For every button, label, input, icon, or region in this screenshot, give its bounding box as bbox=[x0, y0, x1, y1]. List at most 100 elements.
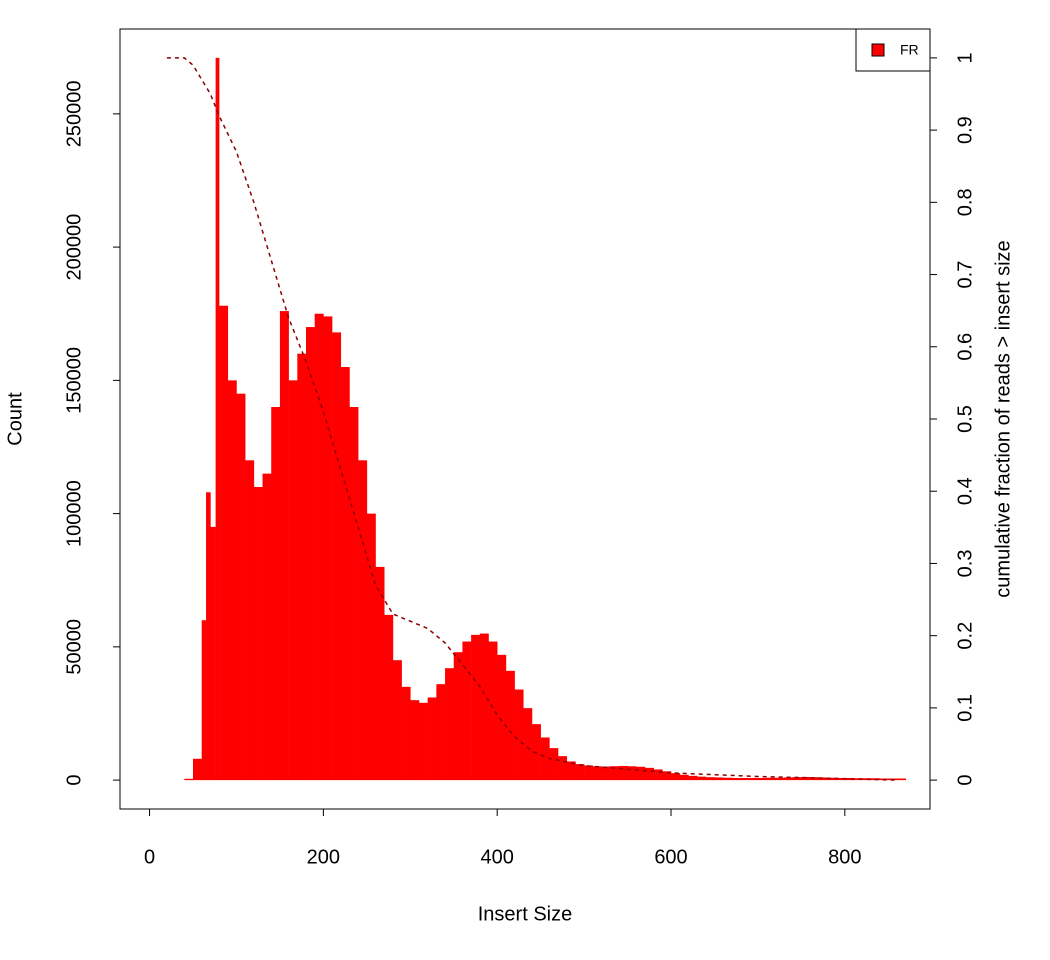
bar bbox=[349, 407, 359, 781]
legend-swatch bbox=[871, 43, 885, 57]
bar bbox=[497, 654, 507, 781]
bar bbox=[618, 765, 628, 781]
y-tick-label: 150000 bbox=[63, 347, 85, 414]
bar bbox=[697, 776, 707, 781]
bar bbox=[462, 641, 472, 781]
bar bbox=[366, 513, 376, 781]
bar bbox=[723, 777, 733, 781]
bar bbox=[757, 777, 767, 781]
bar bbox=[705, 777, 715, 781]
bar bbox=[288, 380, 298, 781]
bar bbox=[279, 311, 289, 781]
y-tick-label: 0 bbox=[63, 775, 85, 786]
bar bbox=[436, 684, 446, 781]
bar bbox=[384, 614, 394, 781]
x-tick-label: 0 bbox=[144, 846, 155, 868]
y2-tick-label: 1 bbox=[954, 52, 976, 63]
bar bbox=[653, 769, 663, 781]
bar bbox=[410, 700, 420, 781]
bar bbox=[671, 773, 680, 781]
bar bbox=[531, 724, 541, 781]
bar bbox=[575, 764, 585, 781]
bar bbox=[679, 774, 689, 781]
y2-tick-label: 0.6 bbox=[954, 333, 976, 361]
y2-tick-label: 0.2 bbox=[954, 622, 976, 650]
bar bbox=[523, 708, 533, 781]
y-axis-label: Count bbox=[4, 392, 26, 446]
bar bbox=[184, 778, 194, 781]
bar bbox=[401, 686, 411, 781]
bar bbox=[245, 460, 255, 781]
y2-axis-label: cumulative fraction of reads > insert si… bbox=[992, 240, 1014, 597]
bar bbox=[236, 393, 246, 781]
x-tick-label: 200 bbox=[307, 846, 340, 868]
y2-tick-label: 0.3 bbox=[954, 550, 976, 578]
bar bbox=[418, 702, 428, 781]
bar bbox=[505, 670, 515, 781]
bar bbox=[262, 473, 272, 781]
bar bbox=[340, 367, 350, 781]
y-tick-label: 250000 bbox=[63, 80, 85, 147]
legend-label: FR bbox=[900, 42, 919, 58]
bar bbox=[323, 316, 333, 781]
bar bbox=[827, 777, 837, 781]
bar bbox=[210, 526, 216, 781]
bar bbox=[219, 305, 229, 781]
bar bbox=[853, 778, 863, 781]
bar bbox=[471, 634, 481, 781]
bar bbox=[731, 777, 741, 781]
bar bbox=[305, 327, 315, 781]
bar bbox=[427, 697, 437, 781]
y-tick-label: 200000 bbox=[63, 214, 85, 281]
bar bbox=[566, 761, 576, 781]
bar bbox=[215, 57, 220, 781]
bar bbox=[271, 407, 281, 781]
bar bbox=[540, 737, 550, 781]
bar bbox=[479, 633, 489, 781]
x-tick-label: 600 bbox=[654, 846, 687, 868]
bar bbox=[514, 689, 524, 781]
bar bbox=[801, 776, 811, 781]
bar bbox=[193, 758, 202, 781]
bar bbox=[375, 566, 385, 781]
bar bbox=[358, 460, 368, 781]
bar bbox=[206, 492, 211, 781]
bar bbox=[792, 777, 802, 781]
y2-tick-label: 0.5 bbox=[954, 405, 976, 433]
bar bbox=[392, 660, 402, 781]
y-tick-label: 100000 bbox=[63, 480, 85, 547]
bar bbox=[297, 353, 307, 781]
y2-tick-label: 0.9 bbox=[954, 116, 976, 144]
y2-tick-label: 0 bbox=[954, 775, 976, 786]
x-tick-label: 800 bbox=[828, 846, 861, 868]
bar bbox=[740, 777, 750, 781]
bar bbox=[662, 771, 672, 781]
bar bbox=[714, 777, 724, 781]
cumulative-line bbox=[166, 57, 897, 781]
bar bbox=[488, 641, 498, 781]
x-axis-label: Insert Size bbox=[478, 903, 572, 925]
bar bbox=[844, 777, 854, 781]
bar bbox=[314, 313, 324, 781]
bar bbox=[253, 486, 263, 781]
bar bbox=[453, 652, 463, 781]
bar bbox=[549, 748, 559, 781]
bar bbox=[332, 332, 342, 781]
legend-box bbox=[855, 28, 931, 72]
bar bbox=[601, 766, 611, 781]
x-tick-label: 400 bbox=[481, 846, 514, 868]
y-tick-label: 50000 bbox=[63, 619, 85, 675]
bar bbox=[558, 756, 568, 781]
bar bbox=[836, 777, 846, 781]
bar bbox=[783, 777, 793, 781]
bar bbox=[749, 777, 759, 781]
bar bbox=[627, 766, 637, 781]
y2-tick-label: 0.7 bbox=[954, 261, 976, 289]
bar bbox=[775, 777, 785, 781]
bar bbox=[610, 766, 620, 781]
bar bbox=[688, 775, 698, 781]
bar bbox=[644, 767, 654, 781]
bar bbox=[227, 380, 237, 781]
bar bbox=[201, 620, 207, 781]
